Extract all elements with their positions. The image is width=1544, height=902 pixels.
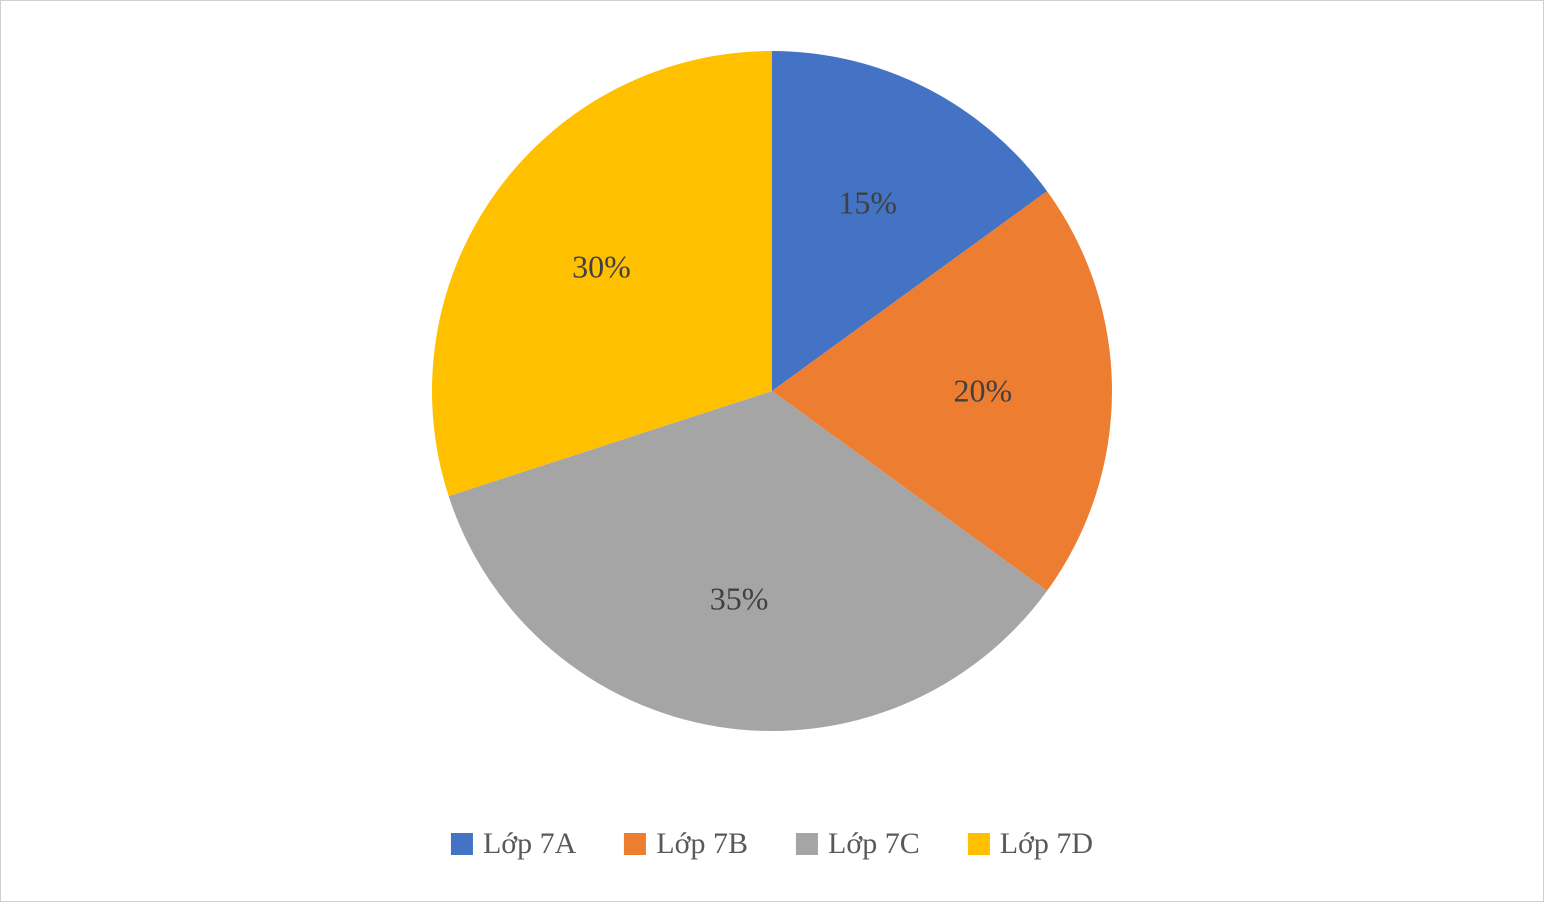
pie-data-label: 15% <box>838 185 897 222</box>
pie-chart-container: 15% 20% 35% 30% Lớp 7A Lớp 7B Lớp 7C Lớp 7D <box>0 0 1544 902</box>
legend-label: Lớp 7A <box>483 827 576 861</box>
legend-item: Lớp 7C <box>796 827 920 861</box>
legend-item: Lớp 7B <box>624 827 748 861</box>
legend-label: Lớp 7B <box>656 827 748 861</box>
pie-data-label: 35% <box>710 581 769 618</box>
pie-data-label: 30% <box>572 249 631 286</box>
legend-item: Lớp 7A <box>451 827 576 861</box>
legend-label: Lớp 7C <box>828 827 920 861</box>
pie-data-label: 20% <box>953 373 1012 410</box>
legend-label: Lớp 7D <box>1000 827 1093 861</box>
legend-swatch <box>796 833 818 855</box>
legend-item: Lớp 7D <box>968 827 1093 861</box>
legend: Lớp 7A Lớp 7B Lớp 7C Lớp 7D <box>451 827 1093 861</box>
pie-chart: 15% 20% 35% 30% <box>432 51 1112 731</box>
legend-swatch <box>451 833 473 855</box>
legend-swatch <box>624 833 646 855</box>
legend-swatch <box>968 833 990 855</box>
